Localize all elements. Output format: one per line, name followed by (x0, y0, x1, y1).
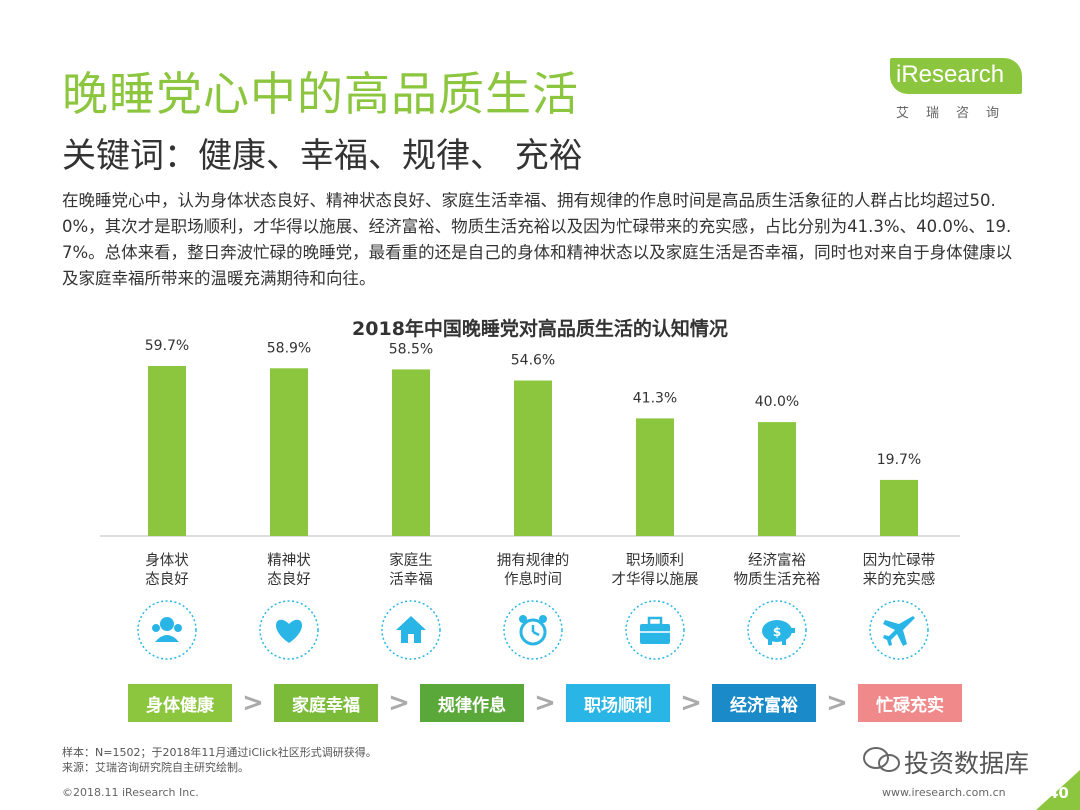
category-label: 家庭生 (389, 552, 433, 569)
logo-cn-text: 艾瑞咨询 (896, 106, 1017, 121)
step-badge: 忙碌充实 (858, 684, 962, 722)
category-label: 态良好 (145, 571, 189, 588)
step-separator-icon: > (534, 688, 556, 718)
watermark-text: 投资数据库 (904, 749, 1030, 778)
category-label: 态良好 (267, 571, 311, 588)
wechat-icon (863, 747, 900, 772)
step-separator-icon: > (826, 688, 848, 718)
step-separator-icon: > (242, 688, 264, 718)
category-label: 作息时间 (504, 571, 562, 588)
priority-steps: 身体健康 > 家庭幸福 > 规律作息 > 职场顺利 > 经济富裕 > 忙碌充实 (0, 684, 1080, 724)
bar (514, 380, 552, 536)
bar (270, 368, 308, 536)
website: www.iresearch.com.cn (882, 786, 1006, 799)
svg-text:$: $ (773, 625, 781, 639)
step-separator-icon: > (388, 688, 410, 718)
step-badge: 家庭幸福 (274, 684, 378, 722)
home-icon (381, 600, 441, 660)
step-badge: 规律作息 (420, 684, 524, 722)
summary-paragraph: 在晚睡党心中，认为身体状态良好、精神状态良好、家庭生活幸福、拥有规律的作息时间是… (62, 191, 1013, 288)
alarm-clock-icon (503, 600, 563, 660)
page-number: 40 (1048, 784, 1069, 802)
iresearch-logo: iResearch 艾瑞咨询 (890, 58, 1030, 128)
heart-icon (259, 600, 319, 660)
copyright: ©2018.11 iResearch Inc. (62, 786, 199, 799)
category-label: 来的充实感 (863, 571, 936, 588)
bar-value-label: 41.3% (633, 390, 677, 406)
category-label: 活幸福 (389, 571, 433, 588)
logo-text: iResearch (896, 61, 1005, 88)
bar-value-label: 58.9% (267, 340, 311, 356)
category-label: 身体状 (145, 552, 189, 569)
category-label: 才华得以施展 (612, 571, 699, 588)
bar-value-label: 19.7% (877, 452, 921, 468)
page-title: 晚睡党心中的高品质生活 (62, 67, 579, 121)
bar-value-label: 40.0% (755, 394, 799, 410)
logo-badge (890, 58, 1022, 94)
bar-chart: 59.7% 身体状态良好 58.9% 精神状态良好 58.5% 家庭生活幸福 54.6% 拥有… (100, 338, 960, 660)
step-badge: 身体健康 (128, 684, 232, 722)
chart-title: 2018年中国晚睡党对高品质生活的认知情况 (352, 318, 728, 340)
step-badge: 职场顺利 (566, 684, 670, 722)
bar (636, 418, 674, 536)
category-label: 拥有规律的 (497, 552, 570, 569)
category-label: 精神状 (267, 552, 311, 569)
category-label: 职场顺利 (626, 552, 684, 569)
page-subtitle: 关键词：健康、幸福、规律、 充裕 (62, 136, 583, 176)
bar-value-label: 58.5% (389, 341, 433, 357)
bar (758, 422, 796, 536)
bar-value-label: 54.6% (511, 353, 555, 369)
category-label: 因为忙碌带 (863, 552, 936, 569)
sample-note: 样本：N=1502；于2018年11月通过iClick社区形式调研获得。 (62, 746, 377, 759)
category-label: 物质生活充裕 (734, 571, 821, 588)
briefcase-icon (625, 600, 685, 660)
airplane-icon (869, 600, 929, 660)
people-icon (137, 600, 197, 660)
step-separator-icon: > (680, 688, 702, 718)
category-label: 经济富裕 (748, 551, 806, 569)
bar (880, 479, 918, 536)
piggy-bank-icon: $ (747, 600, 807, 660)
bar-value-label: 59.7% (145, 338, 189, 354)
step-badge: 经济富裕 (712, 684, 816, 722)
source-note: 来源：艾瑞咨询研究院自主研究绘制。 (62, 761, 249, 774)
bar (392, 369, 430, 536)
bar (148, 366, 186, 536)
